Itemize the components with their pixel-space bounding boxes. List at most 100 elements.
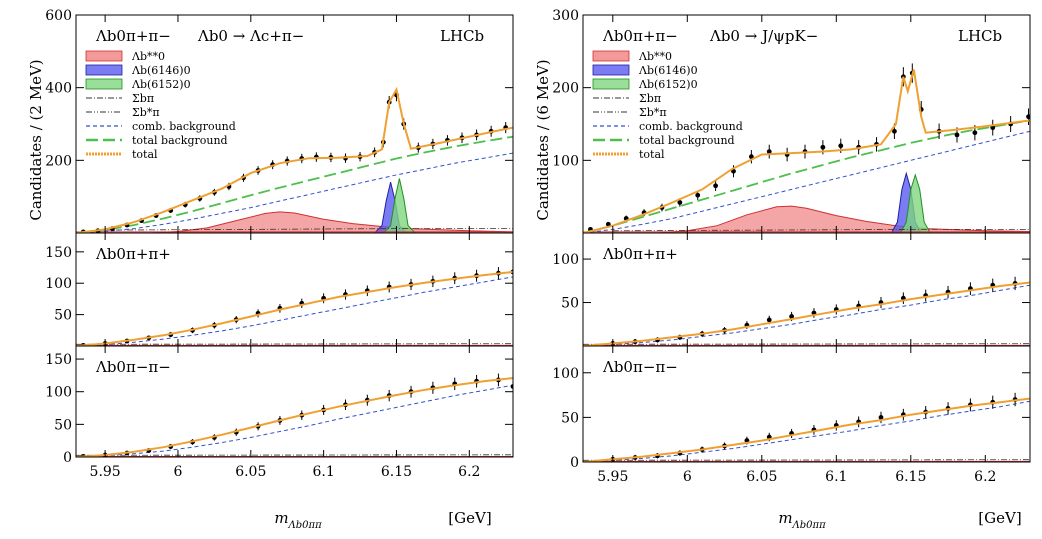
sigma-b-pi-line (76, 454, 513, 456)
panel-content (583, 63, 1030, 233)
middle-panel: 50 100 150 Λb0π+π+ (45, 232, 514, 347)
y-tick-label: 400 (45, 81, 72, 97)
x-tick-label: 6 (174, 464, 183, 480)
y-tick-label: 0 (570, 455, 579, 471)
y-tick-label: 0 (63, 450, 72, 466)
legend-label-5: comb. background (132, 120, 236, 133)
x-tick-label: 6.2 (458, 464, 480, 480)
data-point-6 (695, 192, 701, 198)
data-point-20 (510, 384, 513, 389)
legend-swatch-1 (592, 64, 630, 76)
y-tick-label: 50 (54, 308, 72, 324)
x-axis-label: mΛb0ππ (778, 509, 826, 531)
data-point-24 (990, 125, 996, 131)
legend-swatch-0 (85, 50, 123, 62)
y-tick-label: 100 (552, 252, 579, 268)
total-fit-line (583, 281, 1030, 346)
legend-label-3: Σbπ (132, 92, 154, 105)
x-tick-label: 6.2 (974, 469, 996, 485)
y-tick-label: 50 (54, 417, 72, 433)
panel-label: Λb0π+π+ (602, 245, 678, 263)
data-point-7 (713, 183, 719, 189)
y-tick-label: 300 (552, 8, 579, 24)
comb-background-line (583, 400, 1030, 462)
x-tick-label: 6.1 (825, 469, 847, 485)
data-point-23 (972, 130, 978, 136)
panel-content (76, 373, 513, 457)
x-axis-label: mΛb0ππ (274, 509, 322, 531)
bottom-panel: 0 50 100 Λb0π−π− (552, 345, 1031, 471)
x-tick-label: 6.1 (313, 464, 335, 480)
y-tick-label: 150 (45, 245, 72, 261)
legend-label-6: total background (132, 134, 228, 147)
y-tick-label: 200 (45, 153, 72, 169)
total-fit-line (76, 270, 513, 346)
bottom-panel: 0 50 100 150 Λb0π−π− (45, 345, 514, 466)
lambda-b-star0-area (657, 205, 1030, 233)
comb-background-line (76, 152, 513, 233)
decay-label: Λb0 → J/ψpK− (709, 27, 818, 45)
y-tick-label: 600 (45, 8, 72, 24)
x-tick-label: 6 (683, 469, 692, 485)
legend-swatch-2 (592, 78, 630, 90)
lambda-b-6152-area (899, 173, 931, 233)
sigma-b-pi-line (583, 343, 1030, 345)
experiment-label: LHCb (440, 27, 484, 45)
panel-label: Λb0π−π− (602, 358, 678, 376)
legend-label-3: Σbπ (639, 92, 661, 105)
legend-label-0: Λb**0 (131, 50, 165, 63)
panel-frame (582, 345, 1031, 463)
y-tick-label: 50 (561, 296, 579, 312)
x-tick-label: 5.95 (597, 469, 628, 485)
legend-swatch-1 (85, 64, 123, 76)
x-tick-label: 6.15 (895, 469, 926, 485)
comb-background-line (76, 276, 513, 346)
y-tick-label: 100 (45, 385, 72, 401)
panel-frame (75, 345, 514, 458)
panel-label: Λb0π+π+ (95, 245, 171, 263)
data-points (610, 276, 1018, 346)
x-tick-label: 6.15 (381, 464, 412, 480)
data-point-8 (789, 314, 794, 319)
panel-content (76, 86, 513, 233)
x-tick-label: 5.95 (90, 464, 121, 480)
x-tick-label: 6.05 (235, 464, 266, 480)
decay-label: Λb0 → Λc+π− (197, 27, 304, 45)
experiment-label: LHCb (958, 27, 1002, 45)
y-tick-label: 100 (552, 153, 579, 169)
y-tick-label: 50 (561, 410, 579, 426)
x-axis-unit: [GeV] (978, 509, 1021, 527)
legend-label-4: Σb*π (639, 106, 667, 119)
legend-label-1: Λb(6146)0 (131, 64, 191, 77)
legend-label-0: Λb**0 (638, 50, 672, 63)
data-point-12 (878, 414, 884, 420)
data-point-9 (748, 154, 754, 160)
sigma-b-pi-line (105, 228, 513, 231)
total-fit-line (76, 377, 513, 457)
legend-label-2: Λb(6152)0 (131, 78, 191, 91)
panel-content (583, 392, 1030, 462)
middle-panel: 50 100 Λb0π+π+ (552, 232, 1031, 347)
x-tick-label: 6.05 (746, 469, 777, 485)
sigma-b-pi-line (583, 459, 1030, 461)
panel-label: Λb0π+π− (602, 27, 678, 45)
total-fit-line (583, 69, 1030, 233)
legend-swatch-2 (85, 78, 123, 90)
legend-label-2: Λb(6152)0 (638, 78, 698, 91)
data-point-5 (677, 200, 683, 205)
data-point-26 (1026, 114, 1030, 120)
panel-content (76, 265, 513, 346)
legend-label-1: Λb(6146)0 (638, 64, 698, 77)
legend-swatch-0 (592, 50, 630, 62)
x-axis-label-sub: Λb0ππ (792, 520, 827, 531)
data-point-7 (766, 317, 772, 323)
x-axis-unit: [GeV] (448, 509, 491, 527)
sigma-b-pi-line (76, 343, 513, 345)
legend-label-7: total (639, 148, 665, 161)
